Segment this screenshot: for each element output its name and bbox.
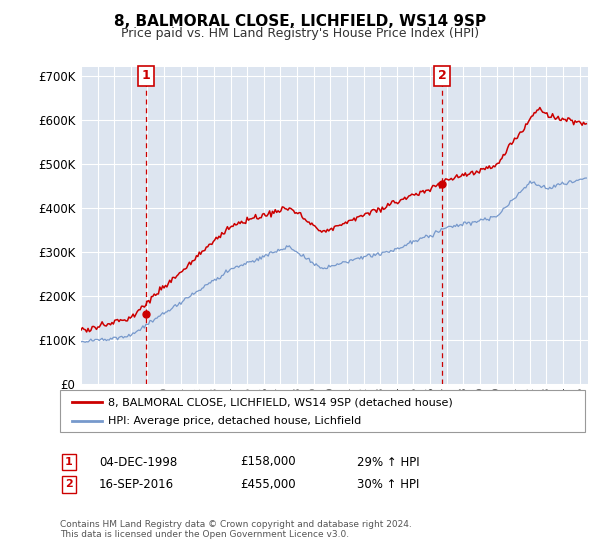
- Text: 04-DEC-1998: 04-DEC-1998: [99, 455, 177, 469]
- Text: 1: 1: [142, 69, 151, 82]
- Text: 8, BALMORAL CLOSE, LICHFIELD, WS14 9SP: 8, BALMORAL CLOSE, LICHFIELD, WS14 9SP: [114, 14, 486, 29]
- Text: Price paid vs. HM Land Registry's House Price Index (HPI): Price paid vs. HM Land Registry's House …: [121, 27, 479, 40]
- Text: £158,000: £158,000: [240, 455, 296, 469]
- Text: 8, BALMORAL CLOSE, LICHFIELD, WS14 9SP (detached house): 8, BALMORAL CLOSE, LICHFIELD, WS14 9SP (…: [108, 397, 453, 407]
- Text: £455,000: £455,000: [240, 478, 296, 491]
- Text: 1: 1: [65, 457, 73, 467]
- Text: 16-SEP-2016: 16-SEP-2016: [99, 478, 174, 491]
- Text: Contains HM Land Registry data © Crown copyright and database right 2024.
This d: Contains HM Land Registry data © Crown c…: [60, 520, 412, 539]
- Text: 2: 2: [65, 479, 73, 489]
- Text: 30% ↑ HPI: 30% ↑ HPI: [357, 478, 419, 491]
- Text: 29% ↑ HPI: 29% ↑ HPI: [357, 455, 419, 469]
- Text: 2: 2: [437, 69, 446, 82]
- Text: HPI: Average price, detached house, Lichfield: HPI: Average price, detached house, Lich…: [108, 416, 361, 426]
